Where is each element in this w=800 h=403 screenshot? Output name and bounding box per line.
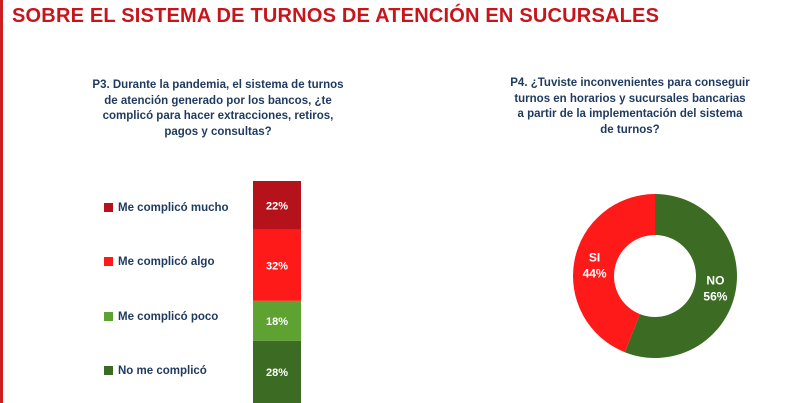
legend-label: Me complicó mucho [118, 202, 229, 214]
bar-segment-2 [253, 229, 301, 301]
bar-data-label: 32% [266, 260, 288, 272]
legend-item-algo: Me complicó algo [104, 256, 215, 270]
legend-label: Me complicó poco [118, 311, 219, 323]
bar-data-label: 18% [266, 316, 288, 328]
bar-data-label: 22% [266, 200, 288, 212]
legend-item-poco: Me complicó poco [104, 311, 218, 325]
q3-question-title: P3. Durante la pandemia, el sistema de t… [92, 79, 344, 138]
legend-label: Me complicó algo [118, 256, 215, 268]
legend-item-mucho: Me complicó mucho [104, 202, 229, 216]
donut-category-label: NO [706, 274, 724, 288]
page-title: SOBRE EL SISTEMA DE TURNOS DE ATENCIÓN E… [12, 5, 660, 27]
bar-segment-4 [253, 340, 301, 403]
left-accent-bar [0, 0, 3, 403]
legend-swatch [104, 203, 113, 213]
donut-slice-no [624, 194, 737, 358]
legend-swatch [104, 366, 113, 376]
legend-swatch [104, 312, 113, 322]
donut-value-label: 56% [703, 290, 727, 304]
bar-segment-3 [253, 300, 301, 341]
donut-value-label: 44% [583, 266, 607, 280]
donut-slice-si [573, 194, 655, 353]
legend-label: No me complicó [118, 365, 207, 377]
donut-category-label: SI [589, 250, 600, 264]
bar-data-label: 28% [266, 367, 288, 379]
q4-question-title: P4. ¿Tuviste inconvenientes para consegu… [510, 77, 750, 136]
legend-item-no: No me complicó [104, 365, 207, 379]
bar-segment-1 [253, 181, 301, 230]
legend-swatch [104, 257, 113, 267]
